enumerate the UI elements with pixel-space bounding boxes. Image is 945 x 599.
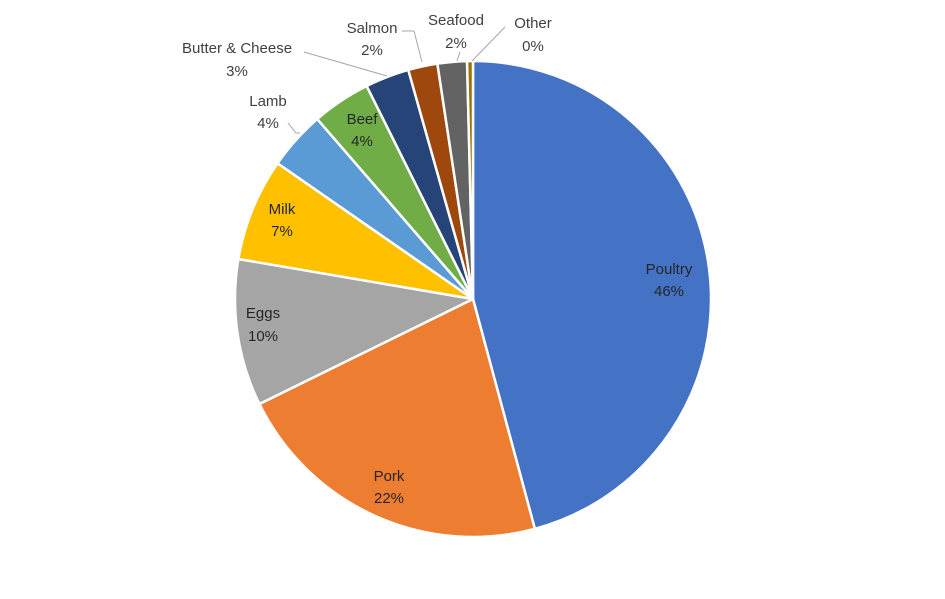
data-label-name-pork: Pork bbox=[374, 468, 405, 485]
leader-line-lamb bbox=[287, 122, 300, 134]
data-label-value-lamb: 4% bbox=[257, 115, 279, 132]
data-labels: Poultry 46% Pork 22% Eggs 10% Milk 7% Lamb 4% Beef… bbox=[182, 12, 693, 507]
leader-line-other bbox=[471, 26, 506, 62]
data-label-value-other: 0% bbox=[522, 38, 544, 55]
pie-slices bbox=[233, 59, 713, 539]
data-label-name-salmon: Salmon bbox=[347, 20, 398, 37]
leader-lines bbox=[287, 26, 506, 134]
leader-line-seafood bbox=[456, 51, 461, 62]
data-label-value-beef: 4% bbox=[351, 133, 373, 150]
data-label-value-poultry: 46% bbox=[654, 283, 684, 300]
leader-line-salmon bbox=[402, 30, 423, 63]
data-label-name-beef: Beef bbox=[347, 111, 379, 128]
pie-slice-pork bbox=[258, 297, 537, 539]
leader-line-butter-cheese bbox=[303, 51, 388, 77]
pie-slice-other bbox=[465, 59, 475, 301]
data-label-value-milk: 7% bbox=[271, 223, 293, 240]
data-label-value-seafood: 2% bbox=[445, 35, 467, 52]
data-label-value-eggs: 10% bbox=[248, 328, 278, 345]
data-label-name-lamb: Lamb bbox=[249, 93, 287, 110]
data-label-name-other: Other bbox=[514, 15, 552, 32]
data-label-value-butter-cheese: 3% bbox=[226, 63, 248, 80]
pie-slice-poultry bbox=[471, 59, 713, 531]
pie-slice-eggs bbox=[233, 257, 475, 406]
pie-slice-milk bbox=[237, 161, 475, 301]
data-label-name-butter-cheese: Butter & Cheese bbox=[182, 40, 292, 57]
data-label-name-seafood: Seafood bbox=[428, 12, 484, 29]
data-label-value-pork: 22% bbox=[374, 490, 404, 507]
data-label-name-poultry: Poultry bbox=[646, 261, 693, 278]
data-label-name-eggs: Eggs bbox=[246, 305, 280, 322]
data-label-value-salmon: 2% bbox=[361, 42, 383, 59]
data-label-name-milk: Milk bbox=[269, 201, 296, 218]
